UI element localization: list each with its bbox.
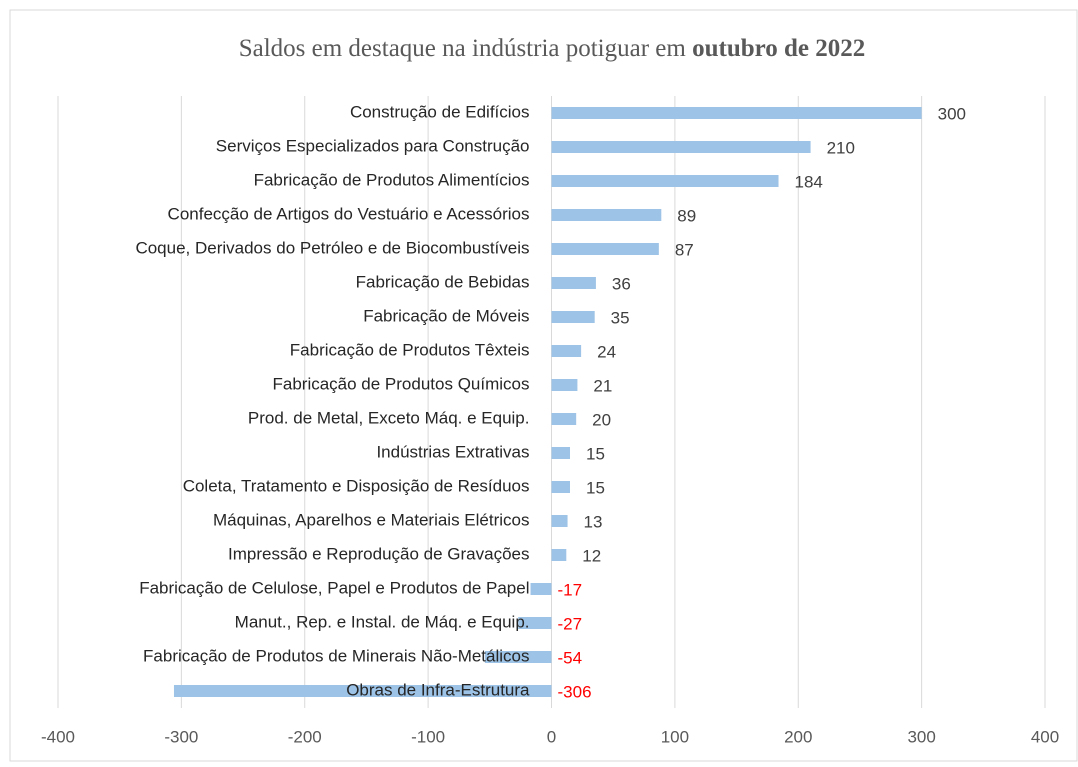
value-label: -27 <box>558 614 583 633</box>
x-tick-label: -200 <box>288 727 322 746</box>
title-emphasis: outubro de 2022 <box>692 35 865 62</box>
category-label: Máquinas, Aparelhos e Materiais Elétrico… <box>213 510 530 529</box>
value-label: 15 <box>586 478 605 497</box>
category-label: Manut., Rep. e Instal. de Máq. e Equip. <box>235 612 530 631</box>
bar <box>551 175 779 187</box>
chart-title: Saldos em destaque na indústria potiguar… <box>239 35 866 62</box>
category-label: Coleta, Tratamento e Disposição de Resíd… <box>183 476 530 495</box>
x-tick-label: -400 <box>41 727 75 746</box>
value-label: 15 <box>586 444 605 463</box>
x-tick-label: 200 <box>784 727 812 746</box>
bar <box>551 515 568 527</box>
bar <box>551 209 662 221</box>
x-tick-label: 0 <box>547 727 556 746</box>
category-label: Fabricação de Móveis <box>363 306 529 325</box>
bar <box>551 141 811 153</box>
x-tick-label: 100 <box>661 727 689 746</box>
x-tick-label: 300 <box>907 727 935 746</box>
bar <box>551 243 659 255</box>
x-tick-label: -300 <box>164 727 198 746</box>
title-text: Saldos em destaque na indústria potiguar… <box>239 35 687 62</box>
value-label: 36 <box>612 274 631 293</box>
category-label: Construção de Edifícios <box>350 102 530 121</box>
value-label: -54 <box>558 648 583 667</box>
x-tick-label: -100 <box>411 727 445 746</box>
category-label: Indústrias Extrativas <box>376 442 529 461</box>
category-label: Fabricação de Bebidas <box>356 272 530 291</box>
bar <box>551 379 578 391</box>
bar <box>530 583 552 595</box>
bar <box>551 277 596 289</box>
bar <box>551 345 582 357</box>
bar <box>551 447 571 459</box>
category-label: Fabricação de Celulose, Papel e Produtos… <box>139 578 529 597</box>
value-label: 87 <box>675 240 694 259</box>
value-label: 21 <box>593 376 612 395</box>
value-label: 24 <box>597 342 616 361</box>
value-label: 35 <box>611 308 630 327</box>
value-label: 210 <box>827 138 855 157</box>
value-label: 12 <box>582 546 601 565</box>
category-label: Impressão e Reprodução de Gravações <box>228 544 529 563</box>
value-label: -306 <box>558 682 592 701</box>
bar <box>551 549 567 561</box>
bar <box>551 107 922 119</box>
value-label: 13 <box>584 512 603 531</box>
value-label: 20 <box>592 410 611 429</box>
category-label: Fabricação de Produtos Químicos <box>272 374 529 393</box>
bar <box>518 617 552 629</box>
value-label: -17 <box>558 580 583 599</box>
bar <box>551 311 595 323</box>
bar <box>173 685 552 697</box>
category-label: Confecção de Artigos do Vestuário e Aces… <box>168 204 530 223</box>
value-label: 184 <box>795 172 823 191</box>
chart-frame <box>9 9 1078 762</box>
x-tick-label: 400 <box>1031 727 1059 746</box>
value-label: 300 <box>938 104 966 123</box>
category-label: Fabricação de Produtos Alimentícios <box>254 170 530 189</box>
category-label: Fabricação de Produtos de Minerais Não-M… <box>143 646 529 665</box>
category-label: Fabricação de Produtos Têxteis <box>290 340 530 359</box>
bar <box>551 481 571 493</box>
category-label: Coque, Derivados do Petróleo e de Biocom… <box>135 238 529 257</box>
bar <box>551 413 577 425</box>
category-label: Serviços Especializados para Construção <box>216 136 530 155</box>
bar <box>484 651 552 663</box>
category-label: Prod. de Metal, Exceto Máq. e Equip. <box>248 408 530 427</box>
category-label: Obras de Infra-Estrutura <box>346 680 530 699</box>
value-label: 89 <box>677 206 696 225</box>
